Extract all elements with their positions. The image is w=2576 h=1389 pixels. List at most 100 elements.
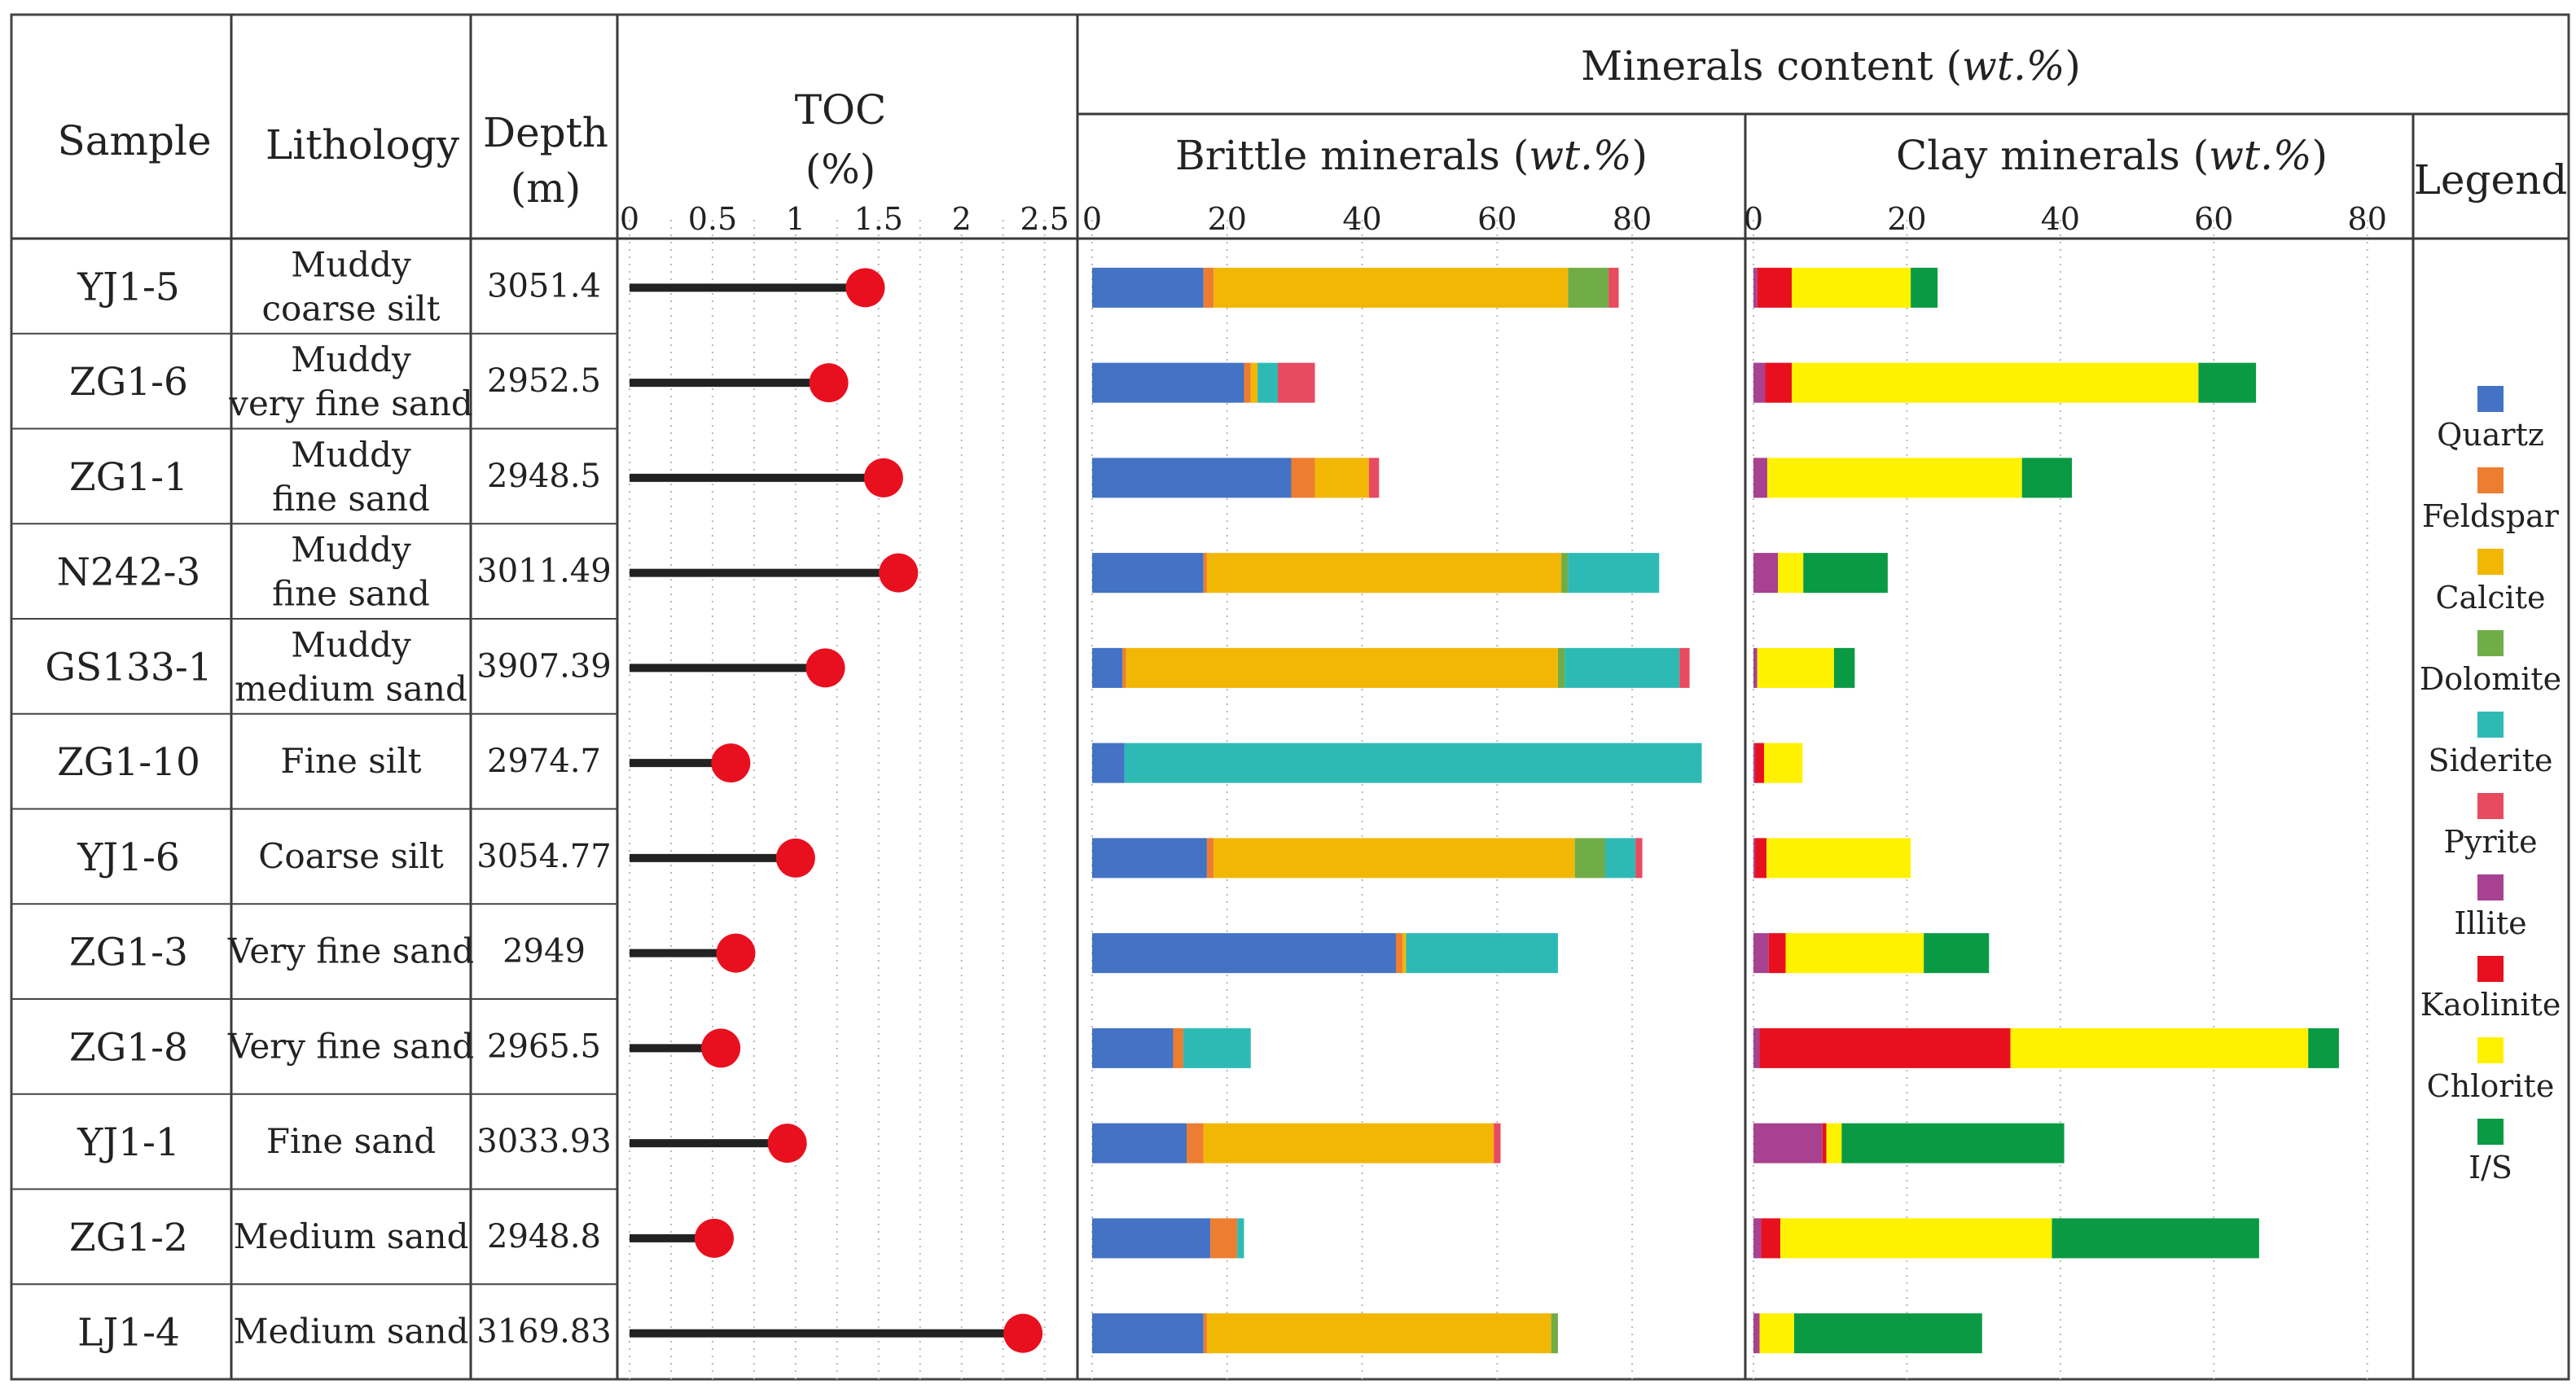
legend-label-quartz: Quartz xyxy=(2437,417,2544,453)
depth-cell: 2952.5 xyxy=(487,362,601,400)
brittle-bar-quartz xyxy=(1092,1313,1204,1354)
lithology-cell-line1: Muddy xyxy=(291,340,411,379)
brittle-bar-siderite xyxy=(1568,553,1660,594)
brittle-prefix: Brittle minerals ( xyxy=(1175,132,1529,179)
brittle-bar-siderite xyxy=(1604,838,1636,879)
lithology-cell: Coarse silt xyxy=(258,836,444,876)
brittle-bar-quartz xyxy=(1092,553,1204,594)
brittle-bar-pyrite xyxy=(1608,267,1619,308)
clay-bar-i-s xyxy=(1911,267,1938,308)
clay-bar-chlorite xyxy=(1826,1123,1842,1163)
legend-swatch-calcite xyxy=(2477,549,2504,575)
brittle-bar-quartz xyxy=(1092,1028,1174,1068)
table-row: ZG1-10 Fine silt 2974.7 xyxy=(57,740,601,785)
clay-bar-illite xyxy=(1753,458,1767,498)
brittle-bar-quartz xyxy=(1092,838,1207,879)
sample-cell: ZG1-2 xyxy=(69,1216,188,1260)
sample-cell: GS133-1 xyxy=(45,645,212,690)
brittle-bar-feldspar xyxy=(1187,1123,1204,1163)
toc-marker xyxy=(694,1218,734,1258)
clay-bar-kaolinite xyxy=(1822,1123,1827,1163)
brittle-bar-quartz xyxy=(1092,933,1396,974)
minerals-unit: wt.% xyxy=(1962,42,2065,90)
brittle-bar-quartz xyxy=(1092,743,1125,783)
brittle-bar-calcite xyxy=(1314,458,1369,498)
clay-bar-chlorite xyxy=(1759,1313,1794,1354)
toc-marker xyxy=(805,648,845,688)
toc-tick-label: 0 xyxy=(620,201,639,237)
clay-bar-i-s xyxy=(1793,1313,1982,1354)
lithology-cell: Fine silt xyxy=(280,741,421,781)
brittle-bar-quartz xyxy=(1092,1123,1187,1163)
legend-label-pyrite: Pyrite xyxy=(2443,824,2537,860)
clay-bar-kaolinite xyxy=(1768,933,1786,974)
clay-bar-kaolinite xyxy=(1761,1218,1780,1259)
header-depth-unit: (m) xyxy=(511,164,581,212)
table-row: ZG1-8 Very fine sand 2965.5 xyxy=(69,1025,601,1070)
legend-swatch-illite xyxy=(2477,874,2504,900)
brittle-bar-quartz xyxy=(1092,1218,1211,1259)
brittle-bar-calcite xyxy=(1213,838,1575,879)
sample-cell: YJ1-6 xyxy=(77,835,180,880)
toc-marker xyxy=(716,933,756,973)
legend-label-siderite: Siderite xyxy=(2428,743,2552,778)
clay-bar-chlorite xyxy=(1778,553,1804,594)
clay-bar-kaolinite xyxy=(1757,267,1793,308)
legend-label-i-s: I/S xyxy=(2468,1150,2512,1185)
clay-bar-illite xyxy=(1753,838,1755,879)
sample-cell: ZG1-6 xyxy=(69,360,188,405)
brittle-bar-pyrite xyxy=(1277,362,1315,403)
brittle-bar-feldspar xyxy=(1291,458,1315,498)
clay-bar-i-s xyxy=(2021,458,2072,498)
clay-bar-i-s xyxy=(1803,553,1888,594)
clay-bar-i-s xyxy=(2198,362,2257,403)
brittle-bar-siderite xyxy=(1183,1028,1251,1068)
legend-label-feldspar: Feldspar xyxy=(2422,498,2560,534)
table-row: ZG1-2 Medium sand 2948.8 xyxy=(69,1216,601,1260)
lithology-cell-line2: fine sand xyxy=(272,574,430,614)
clay-bar-illite xyxy=(1753,933,1769,974)
legend-label-illite: Illite xyxy=(2454,905,2526,941)
brittle-bar-calcite xyxy=(1402,933,1406,974)
brittle-bar-feldspar xyxy=(1203,1313,1207,1354)
toc-tick-label: 2.5 xyxy=(1020,201,1069,237)
brittle-bar-pyrite xyxy=(1368,458,1380,498)
depth-cell: 3011.49 xyxy=(476,553,611,590)
brittle-bar-pyrite xyxy=(1494,1123,1501,1163)
depth-cell: 3033.93 xyxy=(476,1123,611,1160)
toc-marker xyxy=(879,553,919,593)
lithology-cell: Medium sand xyxy=(234,1216,469,1256)
table-row: YJ1-1 Fine sand 3033.93 xyxy=(77,1120,611,1165)
clay-tick-label: 20 xyxy=(1887,201,1926,237)
legend-swatch-chlorite xyxy=(2477,1037,2504,1063)
sample-cell: ZG1-8 xyxy=(69,1025,188,1070)
lithology-cell-line2: very fine sand xyxy=(228,383,473,423)
lithology-cell: Very fine sand xyxy=(227,931,474,971)
brittle-bar-siderite xyxy=(1564,647,1680,688)
gridlines xyxy=(629,220,2368,1379)
brittle-bar-feldspar xyxy=(1396,933,1403,974)
brittle-bar-dolomite xyxy=(1568,267,1609,308)
legend-swatch-kaolinite xyxy=(2477,956,2504,982)
clay-bar-i-s xyxy=(1841,1123,2065,1163)
depth-cell: 3169.83 xyxy=(476,1313,611,1351)
header-minerals: Minerals content (wt.%) xyxy=(1581,42,2081,90)
table-frame xyxy=(10,13,2570,1381)
brittle-tick-label: 80 xyxy=(1613,201,1652,237)
sample-cell: ZG1-1 xyxy=(69,455,188,500)
brittle-bar-pyrite xyxy=(1635,838,1643,879)
brittle-bar-calcite xyxy=(1126,647,1558,688)
toc-tick-label: 0.5 xyxy=(688,201,737,237)
brittle-bar-calcite xyxy=(1206,553,1562,594)
clay-bar-chlorite xyxy=(1780,1218,2052,1259)
clay-tick-label: 40 xyxy=(2041,201,2080,237)
toc-marker xyxy=(767,1124,807,1163)
toc-marker xyxy=(845,268,885,308)
brittle-bar-siderite xyxy=(1124,743,1702,783)
toc-tick-label: 2 xyxy=(952,201,972,237)
clay-bar-illite xyxy=(1753,362,1766,403)
brittle-tick-label: 60 xyxy=(1477,201,1516,237)
